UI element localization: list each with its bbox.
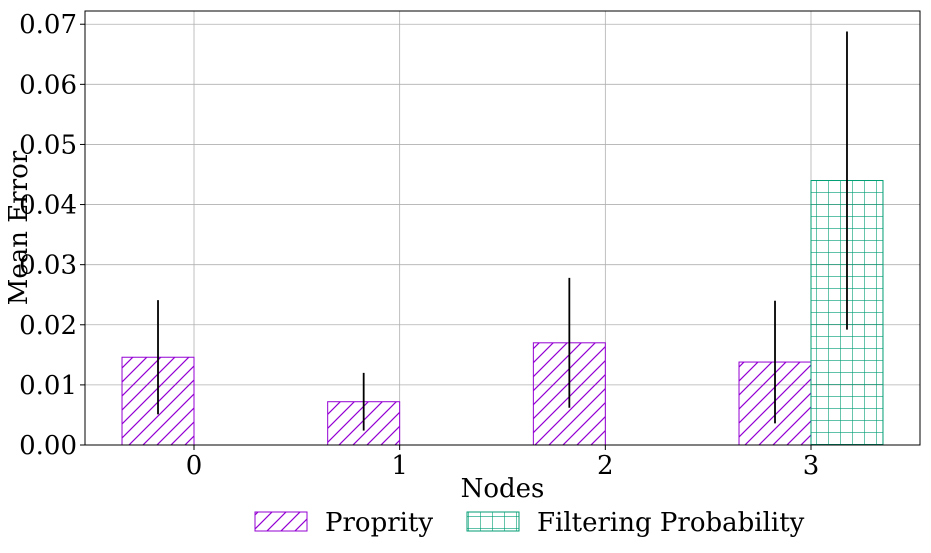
y-tick-label-6: 0.06 xyxy=(19,70,77,100)
y-tick-label-7: 0.07 xyxy=(19,10,77,40)
y-tick-label-5: 0.05 xyxy=(19,130,77,160)
bars xyxy=(121,180,884,446)
x-tick-label-0: 0 xyxy=(186,451,203,481)
x-tick-label-3: 3 xyxy=(803,451,820,481)
legend-label-1: Filtering Probability xyxy=(537,508,805,538)
legend-swatch-1 xyxy=(466,511,520,532)
y-tick-label-3: 0.03 xyxy=(19,251,77,281)
x-axis-title: Nodes xyxy=(461,474,545,504)
error-bars xyxy=(157,31,848,431)
legend-label-0: Proprity xyxy=(325,508,433,538)
x-tick-label-1: 1 xyxy=(391,451,408,481)
y-tick-label-0: 0.00 xyxy=(19,431,77,461)
y-axis-title: Mean Error xyxy=(4,150,34,305)
x-axis-ticks: 0 1 2 3 xyxy=(186,445,820,481)
legend-swatch-0 xyxy=(254,511,308,532)
x-tick-label-2: 2 xyxy=(597,451,614,481)
y-tick-label-4: 0.04 xyxy=(19,191,77,221)
y-tick-label-2: 0.02 xyxy=(19,311,77,341)
plot-frame xyxy=(84,10,921,446)
grid-lines xyxy=(85,11,920,446)
y-tick-label-1: 0.01 xyxy=(19,371,77,401)
legend: Proprity Filtering Probability xyxy=(254,508,805,538)
y-axis-ticks: 0.00 0.01 0.02 0.03 0.04 0.05 0.06 0.07 xyxy=(19,10,85,461)
